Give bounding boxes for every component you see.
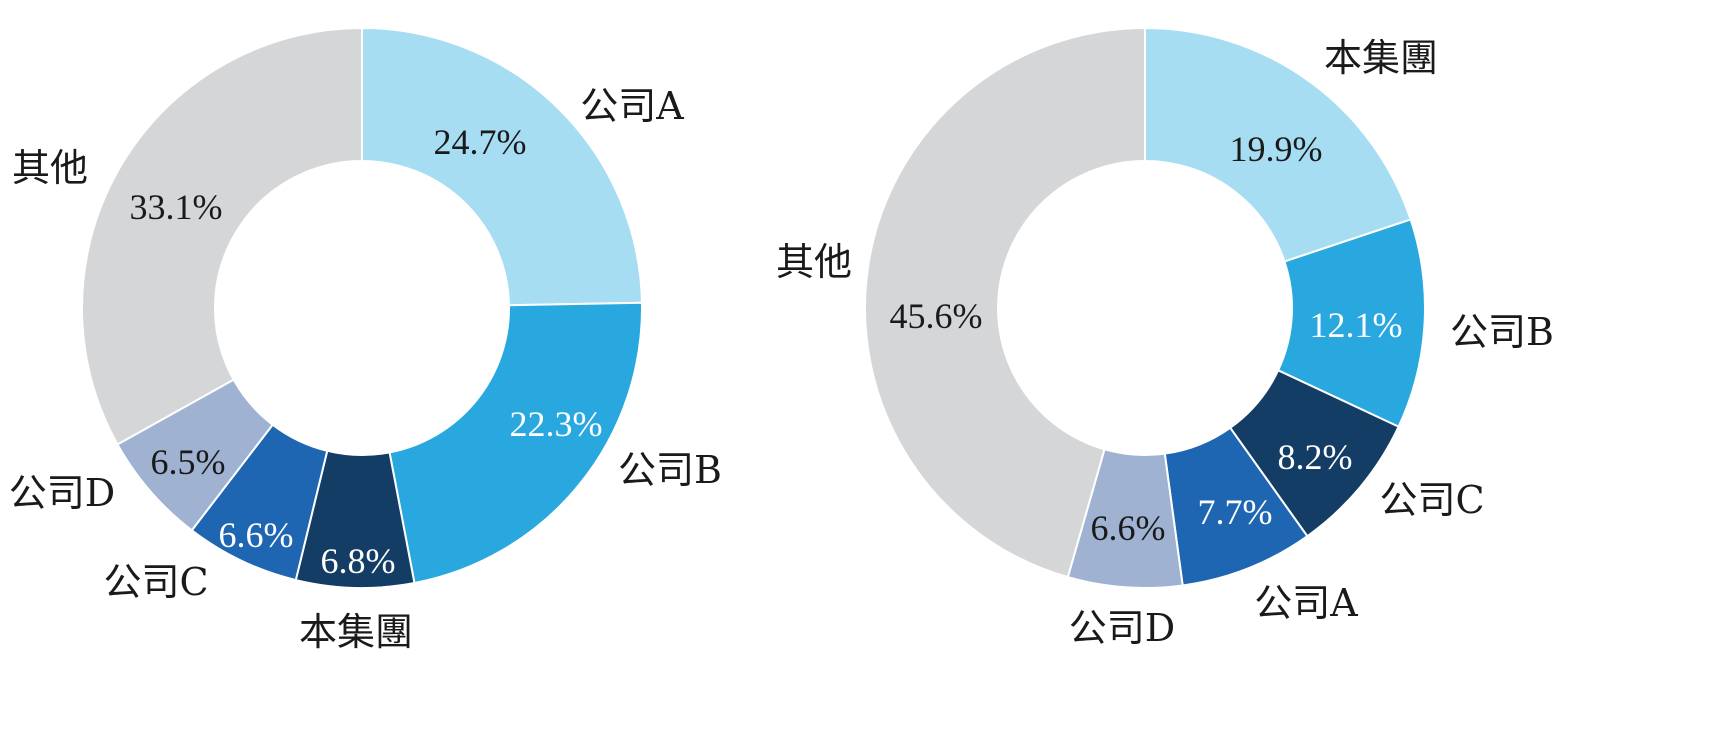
donut-1-pct-label-0: 19.9%: [1230, 129, 1323, 169]
donut-0-slice-5: [81, 26, 363, 446]
donut-0-slice-1: [388, 301, 643, 585]
donut-1-pct-label-4: 6.6%: [1091, 508, 1166, 548]
donut-1-category-label-5: 其他: [776, 240, 852, 284]
donut-1-category-label-2: 公司C: [1379, 478, 1484, 522]
donut-0-pct-label-2: 6.8%: [321, 541, 396, 581]
donut-1-category-label-4: 公司D: [1069, 606, 1175, 650]
donut-0-category-label-2: 本集團: [299, 610, 413, 654]
donut-0-category-label-1: 公司B: [618, 448, 722, 492]
donut-1-category-label-3: 公司A: [1254, 581, 1358, 625]
donut-1-category-label-0: 本集團: [1324, 36, 1438, 80]
donut-1-pct-label-2: 8.2%: [1278, 437, 1353, 477]
donut-1-slice-5: [864, 26, 1146, 579]
donut-1-pct-label-1: 12.1%: [1310, 305, 1403, 345]
donut-0-pct-label-5: 33.1%: [130, 187, 223, 227]
donut-0-pct-label-0: 24.7%: [434, 122, 527, 162]
donut-0-category-label-3: 公司C: [103, 560, 208, 604]
donut-1-pct-label-5: 45.6%: [890, 296, 983, 336]
donut-0-pct-label-3: 6.6%: [219, 515, 294, 555]
donut-1-category-label-1: 公司B: [1450, 310, 1554, 354]
donut-1-slice-0: [1144, 26, 1412, 263]
donut-1-pct-label-3: 7.7%: [1198, 492, 1273, 532]
donut-chart-right: 19.9% 本集團 12.1% 公司B 8.2% 公司C 7.7% 公司A 6.6% 公司D 45.…: [776, 26, 1554, 650]
donut-0-slice-0: [361, 26, 643, 307]
donut-0-category-label-5: 其他: [12, 146, 88, 190]
donut-0-category-label-0: 公司A: [580, 84, 684, 128]
donut-chart-left: 24.7% 公司A 22.3% 公司B 6.8% 本集團 6.6% 公司C 6.5% 公司D 33.…: [9, 26, 722, 654]
donut-0-category-label-4: 公司D: [9, 471, 115, 515]
donut-0-pct-label-1: 22.3%: [510, 404, 603, 444]
donut-0-pct-label-4: 6.5%: [151, 442, 226, 482]
